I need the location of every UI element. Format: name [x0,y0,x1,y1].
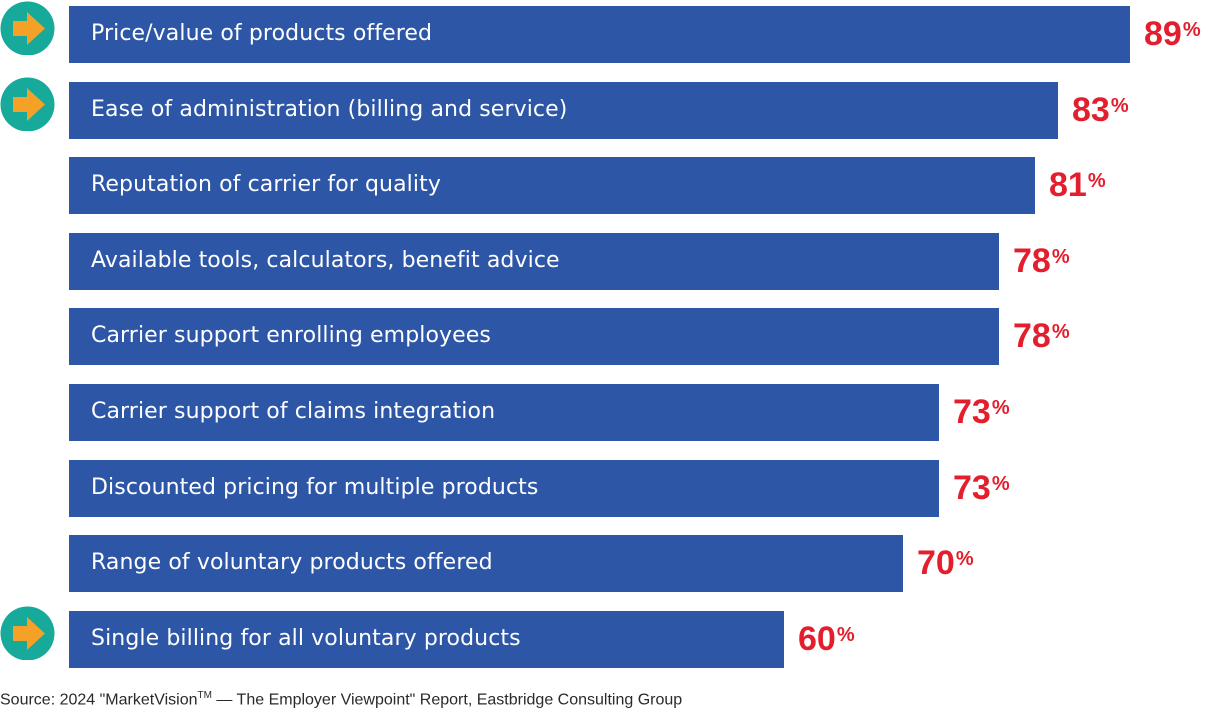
data-label: 89% [1144,15,1201,53]
category-label: Reputation of carrier for quality [91,172,441,198]
bar [69,81,1058,139]
bar-row: Ease of administration (billing and serv… [0,77,1213,139]
bar-row: Carrier support of claims integration 73% [0,384,1213,441]
bar [69,535,903,593]
arrow-right-in-circle-icon [0,1,55,55]
data-label: 81% [1049,166,1106,205]
bar [69,459,939,517]
data-label: 73% [953,468,1010,507]
source-note: Source: 2024 "MarketVisionTM — The Emplo… [0,690,682,709]
bar-row: Discounted pricing for multiple products… [0,459,1213,517]
data-label: 78% [1013,241,1070,280]
category-label: Available tools, calculators, benefit ad… [91,247,560,273]
bar [69,6,1130,63]
bar-row: Single billing for all voluntary product… [0,606,1213,668]
bar [69,232,999,290]
bar-row: Available tools, calculators, benefit ad… [0,232,1213,290]
data-label: 73% [953,393,1010,431]
bar-row: Price/value of products offered 89% [0,1,1213,63]
category-label: Range of voluntary products offered [91,550,493,576]
bar [69,384,939,441]
data-label: 60% [798,619,855,658]
category-label: Carrier support enrolling employees [91,323,491,349]
source-prefix: Source: 2024 "MarketVision [0,691,198,709]
bar [69,157,1035,215]
source-suffix: — The Employer Viewpoint" Report, Eastbr… [211,691,683,709]
bar [69,308,999,366]
bar-row: Carrier support enrolling employees 78% [0,308,1213,366]
trademark: TM [197,690,212,701]
category-label: Carrier support of claims integration [91,399,496,424]
category-label: Ease of administration (billing and serv… [91,96,568,122]
bar [69,610,784,668]
data-label: 83% [1072,90,1129,129]
category-label: Price/value of products offered [91,21,433,46]
arrow-right-in-circle-icon [0,77,55,131]
category-label: Single billing for all voluntary product… [91,625,521,651]
bar-row: Range of voluntary products offered 70% [0,535,1213,593]
bar-row: Reputation of carrier for quality 81% [0,157,1213,215]
category-label: Discounted pricing for multiple products [91,474,539,500]
data-label: 70% [917,544,974,583]
arrow-right-in-circle-icon [0,606,55,660]
data-label: 78% [1013,317,1070,356]
